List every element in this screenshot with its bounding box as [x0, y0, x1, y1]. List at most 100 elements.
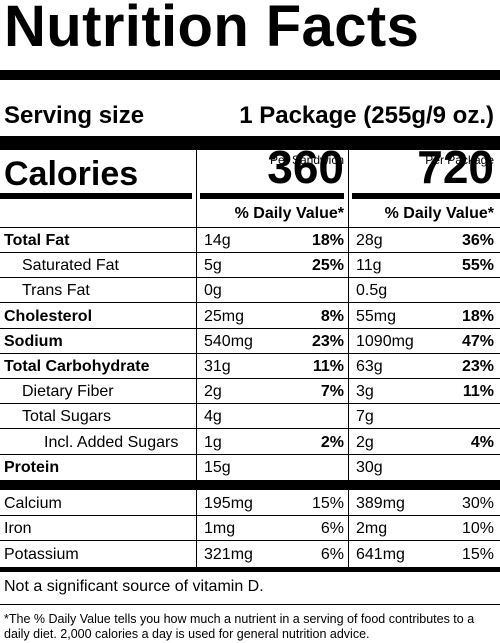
- serving-size-value: 1 Package (255g/9 oz.): [239, 102, 494, 129]
- nutrient-amount-per-sandwich: 15g: [204, 459, 231, 476]
- calories-per-package: 720: [417, 141, 494, 193]
- nutrient-name: Total Fat: [4, 232, 70, 249]
- mineral-dv-per-sandwich: 15%: [311, 495, 344, 512]
- mineral-name: Calcium: [4, 495, 62, 512]
- minerals-rule: [0, 480, 500, 490]
- nutrient-dv-per-sandwich: 11%: [312, 358, 344, 375]
- nutrient-amount-per-package: 30g: [356, 459, 383, 476]
- nutrient-amount-per-package: 1090mg: [356, 333, 414, 350]
- col1-heading: Per Sandwich: [269, 153, 344, 167]
- nutrient-amount-per-sandwich: 31g: [204, 358, 231, 375]
- mineral-name: Iron: [4, 520, 32, 537]
- nutrient-amount-per-package: 2g: [356, 434, 374, 451]
- nutrient-row-divider: [0, 403, 500, 404]
- nutrient-row: Total Fat 14g 18% 28g 36%: [0, 228, 500, 253]
- mineral-row-divider: [0, 540, 500, 541]
- nutrient-row: Sodium 540mg 23% 1090mg 47%: [0, 329, 500, 354]
- nutrient-name: Protein: [4, 459, 60, 476]
- mineral-name: Potassium: [4, 546, 79, 563]
- footnote-not-significant: Not a significant source of vitamin D.: [4, 578, 264, 595]
- mineral-dv-per-package: 30%: [461, 495, 494, 512]
- nutrient-amount-per-sandwich: 14g: [204, 232, 231, 249]
- nutrient-row-divider: [0, 328, 500, 329]
- column-separator-1: [196, 150, 197, 570]
- nutrient-amount-per-sandwich: 0g: [204, 282, 222, 299]
- nutrient-row-divider: [0, 353, 500, 354]
- nutrient-name: Saturated Fat: [22, 257, 119, 274]
- calories-rule-col1: [200, 193, 344, 199]
- nutrient-dv-per-sandwich: 8%: [320, 308, 344, 325]
- calories-rule-left: [0, 193, 192, 199]
- footnote-divider: [0, 604, 500, 605]
- nutrient-amount-per-package: 3g: [356, 383, 374, 400]
- nutrient-row-divider: [0, 302, 500, 303]
- mineral-amount-per-package: 641mg: [356, 546, 405, 563]
- nutrient-row: Cholesterol 25mg 8% 55mg 18%: [0, 304, 500, 329]
- calories-label: Calories: [4, 155, 139, 193]
- nutrient-row: Total Sugars 4g 7g: [0, 404, 500, 429]
- mineral-dv-per-sandwich: 6%: [320, 520, 344, 537]
- nutrient-row: Saturated Fat 5g 25% 11g 55%: [0, 253, 500, 278]
- nutrient-amount-per-sandwich: 25mg: [204, 308, 245, 325]
- nutrient-amount-per-sandwich: 1g: [204, 434, 222, 451]
- nutrient-row-divider: [0, 277, 500, 278]
- footnote-dv-explanation: *The % Daily Value tells you how much a …: [4, 612, 475, 641]
- nutrient-name: Cholesterol: [4, 308, 93, 325]
- nutrient-dv-per-sandwich: 7%: [320, 383, 344, 400]
- mineral-row: Iron 1mg 6% 2mg 10%: [0, 516, 500, 541]
- bottom-rule: [0, 567, 500, 572]
- nutrient-amount-per-sandwich: 5g: [204, 257, 222, 274]
- nutrient-amount-per-package: 0.5g: [356, 282, 388, 299]
- mineral-row-divider: [0, 515, 500, 516]
- label-title: Nutrition Facts: [4, 0, 420, 59]
- nutrient-amount-per-package: 63g: [356, 358, 383, 375]
- nutrient-row-divider: [0, 252, 500, 253]
- nutrient-amount-per-sandwich: 4g: [204, 408, 222, 425]
- column-separator-2: [348, 150, 349, 570]
- nutrient-dv-per-sandwich: 23%: [311, 333, 344, 350]
- nutrient-name: Total Carbohydrate: [4, 358, 150, 375]
- nutrient-dv-per-package: 36%: [461, 232, 494, 249]
- nutrient-row-divider: [0, 378, 500, 379]
- mineral-amount-per-sandwich: 1mg: [204, 520, 236, 537]
- nutrient-amount-per-package: 7g: [356, 408, 374, 425]
- serving-size-label: Serving size: [4, 102, 145, 129]
- nutrient-row: Trans Fat 0g 0.5g: [0, 278, 500, 303]
- nutrient-dv-per-package: 47%: [461, 333, 494, 350]
- nutrient-name: Trans Fat: [22, 282, 90, 299]
- nutrient-row-divider: [0, 454, 500, 455]
- col2-heading: Per Package: [425, 153, 494, 167]
- title-rule: [0, 70, 500, 80]
- nutrient-dv-per-package: 11%: [462, 383, 494, 400]
- nutrient-row: Dietary Fiber 2g 7% 3g 11%: [0, 379, 500, 404]
- mineral-dv-per-sandwich: 6%: [320, 546, 344, 563]
- nutrient-dv-per-sandwich: 2%: [320, 434, 344, 451]
- dv-heading-col2: % Daily Value*: [384, 205, 494, 222]
- mineral-dv-per-package: 10%: [461, 520, 494, 537]
- nutrient-amount-per-package: 11g: [356, 257, 382, 274]
- mineral-row: Calcium 195mg 15% 389mg 30%: [0, 491, 500, 516]
- mineral-row: Potassium 321mg 6% 641mg 15%: [0, 542, 500, 567]
- nutrient-amount-per-sandwich: 2g: [204, 383, 222, 400]
- nutrient-name: Total Sugars: [22, 408, 111, 425]
- nutrient-row-divider: [0, 428, 500, 429]
- nutrient-dv-per-sandwich: 18%: [311, 232, 344, 249]
- mineral-amount-per-sandwich: 321mg: [204, 546, 253, 563]
- nutrient-row: Incl. Added Sugars 1g 2% 2g 4%: [0, 430, 500, 455]
- nutrient-name: Incl. Added Sugars: [44, 434, 179, 451]
- serving-rule: [0, 136, 500, 150]
- nutrient-row: Total Carbohydrate 31g 11% 63g 23%: [0, 354, 500, 379]
- calories-rule-col2: [352, 193, 500, 199]
- nutrient-row: Protein 15g 30g: [0, 455, 500, 480]
- nutrient-name: Sodium: [4, 333, 63, 350]
- dv-header-divider: [0, 227, 500, 228]
- nutrient-dv-per-package: 4%: [470, 434, 494, 451]
- dv-heading-col1: % Daily Value*: [234, 205, 344, 222]
- nutrient-name: Dietary Fiber: [22, 383, 114, 400]
- nutrient-dv-per-package: 55%: [461, 257, 494, 274]
- mineral-dv-per-package: 15%: [461, 546, 494, 563]
- nutrient-amount-per-package: 55mg: [356, 308, 397, 325]
- nutrient-dv-per-sandwich: 25%: [311, 257, 344, 274]
- mineral-amount-per-package: 2mg: [356, 520, 388, 537]
- nutrient-dv-per-package: 18%: [461, 308, 494, 325]
